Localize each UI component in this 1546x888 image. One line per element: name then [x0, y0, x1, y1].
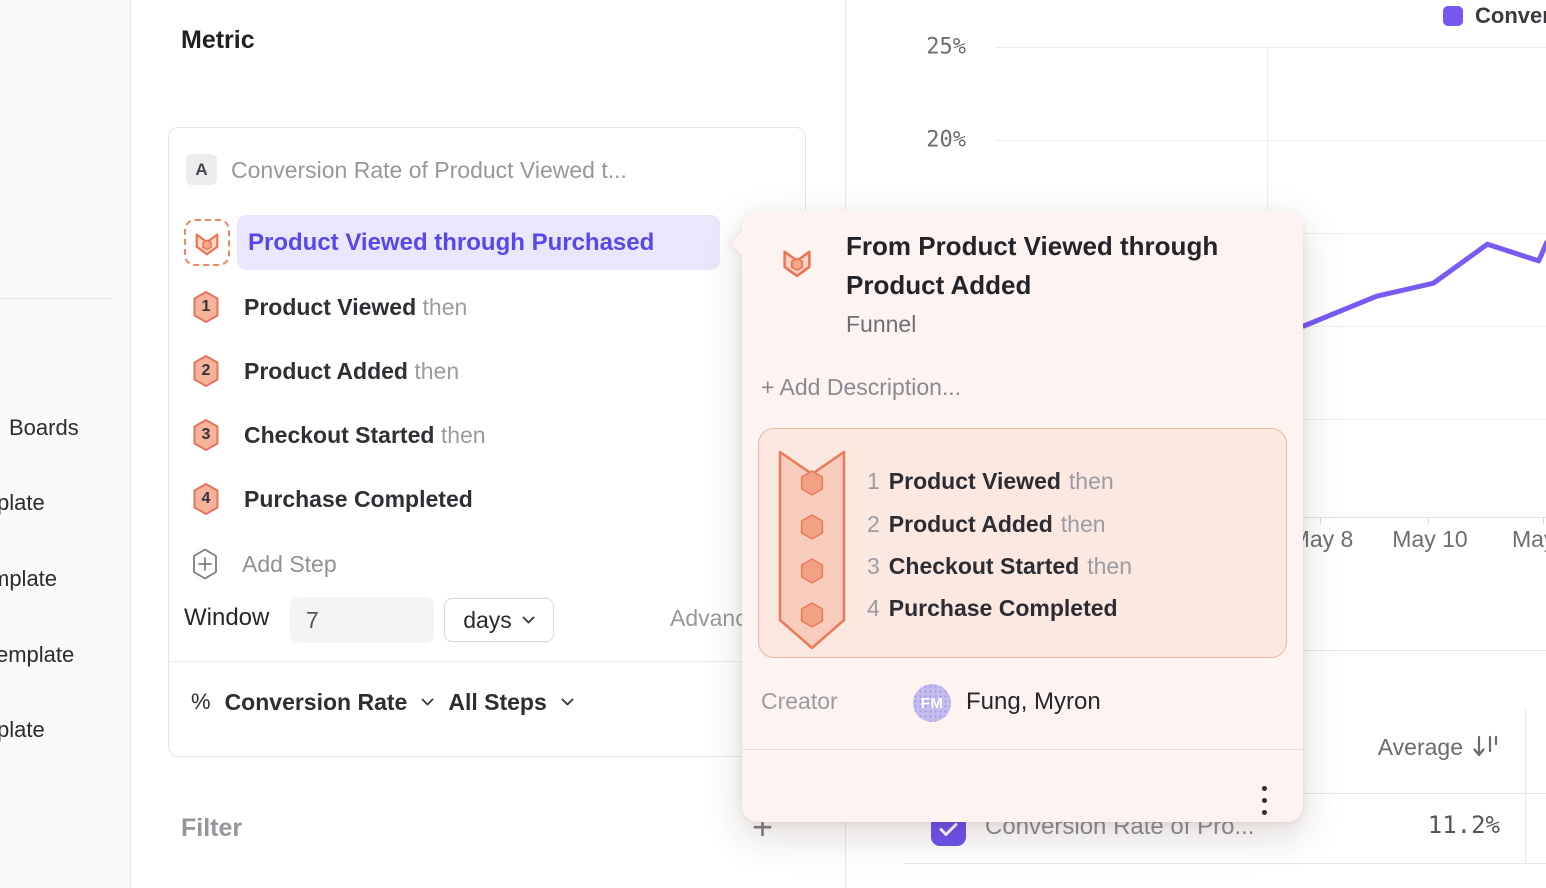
preview-step-1: 1 Product Viewed then: [867, 468, 1114, 494]
popover-footer-divider: [742, 749, 1303, 750]
table-row-divider: [904, 863, 1546, 864]
funnel-icon: [195, 233, 219, 255]
step-1-badge: 1: [191, 290, 221, 324]
chart-legend[interactable]: Conver: [1443, 3, 1546, 29]
sidebar-item-template-3[interactable]: emplate: [0, 642, 75, 667]
sidebar-item-template-4[interactable]: plate: [0, 717, 45, 742]
step-3-badge: 3: [191, 418, 221, 452]
selected-funnel-event[interactable]: Product Viewed through Purchased: [237, 215, 720, 270]
card-divider: [169, 661, 805, 662]
preview-step-3: 3 Checkout Started then: [867, 553, 1132, 579]
chevron-down-icon[interactable]: [561, 698, 574, 707]
preview-step-2: 2 Product Added then: [867, 511, 1106, 537]
window-unit-value: days: [463, 606, 512, 633]
y-axis-label-20: 20%: [926, 127, 966, 153]
chevron-down-icon[interactable]: [421, 698, 434, 707]
x-axis-label-may10: May 10: [1392, 526, 1468, 552]
table-row-average-value: 11.2%: [1427, 811, 1500, 839]
step-4-name: Purchase Completed: [244, 485, 473, 512]
table-column-divider: [1525, 709, 1526, 863]
window-value-input[interactable]: [290, 597, 434, 643]
step-1-then: then: [422, 293, 468, 320]
sidebar-section-divider: [0, 298, 113, 299]
step-3-then: then: [440, 421, 486, 448]
filter-section-heading: Filter: [181, 814, 243, 842]
window-label: Window: [184, 604, 270, 631]
funnel-details-popover: From Product Viewed through Product Adde…: [730, 210, 1303, 822]
metric-section-heading: Metric: [181, 26, 255, 54]
more-options-kebab-icon[interactable]: [1252, 780, 1276, 820]
gridline-25pct: [995, 47, 1546, 48]
legend-series-label: Conver: [1475, 3, 1546, 28]
chevron-down-icon: [522, 616, 535, 623]
funnel-step-3[interactable]: 3 Checkout Started then: [191, 417, 486, 453]
legend-color-swatch: [1443, 6, 1463, 26]
funnel-icon: [779, 243, 815, 288]
measure-dropdown[interactable]: Conversion Rate: [224, 688, 408, 715]
sidebar-item-boards[interactable]: Boards: [9, 415, 79, 440]
funnel-step-1[interactable]: 1 Product Viewed then: [191, 289, 467, 325]
percent-icon: %: [191, 689, 211, 714]
step-2-name: Product Added: [244, 357, 408, 384]
x-tick: [1543, 517, 1544, 524]
step-2-badge: 2: [191, 354, 221, 388]
window-row: Window days Advanced: [184, 597, 784, 643]
funnel-event-icon[interactable]: [184, 219, 230, 266]
steps-scope-dropdown[interactable]: All Steps: [448, 688, 547, 715]
preview-step-4: 4 Purchase Completed: [867, 595, 1118, 621]
checkmark-icon: [939, 822, 958, 836]
step-1-name: Product Viewed: [244, 293, 417, 320]
average-column-header[interactable]: Average: [1250, 733, 1500, 761]
add-step-button[interactable]: Add Step: [190, 547, 337, 581]
funnel-step-4[interactable]: 4 Purchase Completed: [191, 481, 473, 517]
sidebar-item-template-2[interactable]: mplate: [0, 566, 58, 591]
sidebar-item-template-1[interactable]: plate: [0, 490, 45, 515]
add-description-link[interactable]: + Add Description...: [761, 374, 962, 400]
window-unit-select[interactable]: days: [444, 598, 554, 642]
creator-name: Fung, Myron: [966, 688, 1101, 715]
add-step-label: Add Step: [242, 550, 337, 577]
add-step-hexagon-plus-icon: [193, 548, 217, 580]
creator-avatar: FM: [913, 684, 951, 722]
series-title[interactable]: Conversion Rate of Product Viewed t...: [231, 157, 627, 183]
x-axis-label-may12: May: [1512, 526, 1546, 552]
gridline-20pct: [995, 140, 1546, 141]
popover-type-label: Funnel: [846, 311, 917, 337]
sort-descending-icon: [1473, 735, 1498, 757]
popover-title: From Product Viewed through Product Adde…: [846, 231, 1219, 300]
x-tick: [1320, 517, 1321, 524]
metric-card: A Conversion Rate of Product Viewed t...…: [168, 127, 806, 757]
funnel-step-2[interactable]: 2 Product Added then: [191, 353, 459, 389]
measurement-footer: % Conversion Rate All Steps: [191, 684, 574, 720]
creator-label: Creator: [761, 688, 838, 714]
y-axis-label-25: 25%: [926, 34, 966, 60]
x-tick: [1428, 517, 1429, 524]
step-2-then: then: [414, 357, 460, 384]
series-a-badge: A: [186, 154, 217, 185]
funnel-banner-icon: [778, 450, 846, 650]
left-sidebar: Boards plate mplate emplate plate: [0, 0, 131, 888]
funnel-steps-preview: 1 Product Viewed then 2 Product Added th…: [758, 428, 1287, 658]
step-3-name: Checkout Started: [244, 421, 435, 448]
step-4-badge: 4: [191, 482, 221, 516]
